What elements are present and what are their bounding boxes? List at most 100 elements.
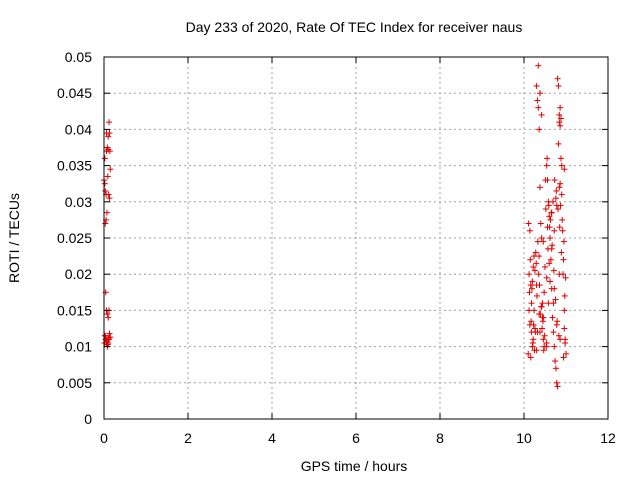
y-tick-label: 0: [84, 411, 92, 427]
data-point: [105, 146, 112, 153]
y-ticks: 0 0.005 0.01 0.015 0.02 0.025 0.03 0.035 0.04 0.0…: [57, 49, 608, 427]
data-point: [555, 82, 562, 89]
data-point: [105, 133, 112, 140]
data-point: [533, 347, 540, 354]
data-point: [542, 177, 549, 184]
data-point: [526, 271, 533, 278]
data-point: [557, 180, 564, 187]
data-point: [539, 300, 546, 307]
data-point: [526, 307, 533, 314]
data-point: [105, 314, 112, 321]
data-point: [548, 245, 555, 252]
data-point: [562, 274, 569, 281]
data-point: [530, 336, 537, 343]
data-point: [106, 195, 113, 202]
data-point: [104, 311, 111, 318]
data-point: [558, 191, 565, 198]
data-point: [536, 311, 543, 318]
data-point: [558, 162, 565, 169]
data-point: [536, 90, 543, 97]
data-point: [533, 282, 540, 289]
data-point: [547, 216, 554, 223]
grid-lines: [104, 57, 608, 419]
data-point: [556, 224, 563, 231]
data-point: [526, 289, 533, 296]
data-point: [525, 350, 532, 357]
data-point: [538, 111, 545, 118]
data-point: [557, 155, 564, 162]
data-point: [547, 256, 554, 263]
data-point: [560, 256, 567, 263]
data-point: [101, 155, 108, 162]
data-point: [561, 166, 568, 173]
data-point: [538, 235, 545, 241]
data-point: [543, 274, 550, 281]
y-tick-label: 0.04: [65, 121, 92, 137]
x-tick-label: 6: [352, 430, 360, 446]
data-point: [533, 260, 540, 267]
data-point: [540, 336, 547, 343]
data-point: [559, 227, 566, 234]
data-point: [559, 216, 566, 223]
data-point: [553, 321, 560, 328]
data-point: [102, 187, 109, 194]
data-point: [542, 263, 548, 270]
data-point: [547, 278, 554, 285]
data-point: [552, 195, 559, 202]
data-point: [552, 296, 559, 303]
data-point: [557, 336, 564, 343]
data-point: [527, 256, 534, 263]
data-point: [551, 343, 558, 350]
data-point: [552, 358, 559, 365]
x-ticks: 0 2 4 6 8 10 12: [100, 57, 616, 446]
data-point: [550, 267, 557, 274]
data-point: [541, 332, 548, 339]
data-point: [536, 184, 543, 191]
data-point: [104, 173, 111, 180]
data-point: [556, 271, 563, 278]
data-point: [545, 300, 552, 307]
data-point: [551, 285, 558, 292]
data-point: [530, 263, 537, 270]
data-point: [561, 325, 568, 332]
data-point: [544, 155, 551, 162]
data-point: [532, 249, 539, 256]
y-axis-label: ROTI / TECUs: [6, 193, 22, 283]
data-point: [531, 253, 538, 260]
data-point: [101, 180, 108, 187]
data-point: [535, 271, 542, 278]
data-point: [543, 339, 550, 346]
data-point: [531, 267, 538, 274]
data-point: [557, 115, 564, 122]
data-point: [534, 238, 541, 245]
x-tick-label: 0: [100, 430, 108, 446]
data-point: [536, 253, 543, 260]
data-point: [105, 191, 112, 198]
data-point: [551, 227, 558, 234]
y-tick-label: 0.015: [57, 302, 92, 318]
data-point: [558, 249, 565, 256]
data-point: [534, 329, 541, 336]
data-point: [534, 292, 541, 299]
x-tick-label: 2: [184, 430, 192, 446]
data-point: [555, 140, 562, 147]
x-tick-label: 10: [516, 430, 532, 446]
data-point: [563, 350, 569, 357]
data-point: [526, 321, 533, 328]
data-point: [533, 82, 540, 89]
data-point: [107, 334, 114, 341]
data-point: [540, 238, 547, 245]
data-point: [106, 119, 113, 126]
data-point: [538, 303, 545, 310]
data-point: [554, 383, 561, 390]
data-point: [528, 318, 535, 325]
data-point: [536, 126, 543, 133]
data-point: [550, 300, 557, 307]
y-tick-label: 0.045: [57, 85, 92, 101]
data-point: [553, 379, 560, 386]
data-point: [544, 224, 551, 231]
data-point: [527, 282, 534, 289]
data-point: [557, 122, 564, 129]
data-point: [547, 235, 554, 241]
data-point: [549, 198, 556, 205]
